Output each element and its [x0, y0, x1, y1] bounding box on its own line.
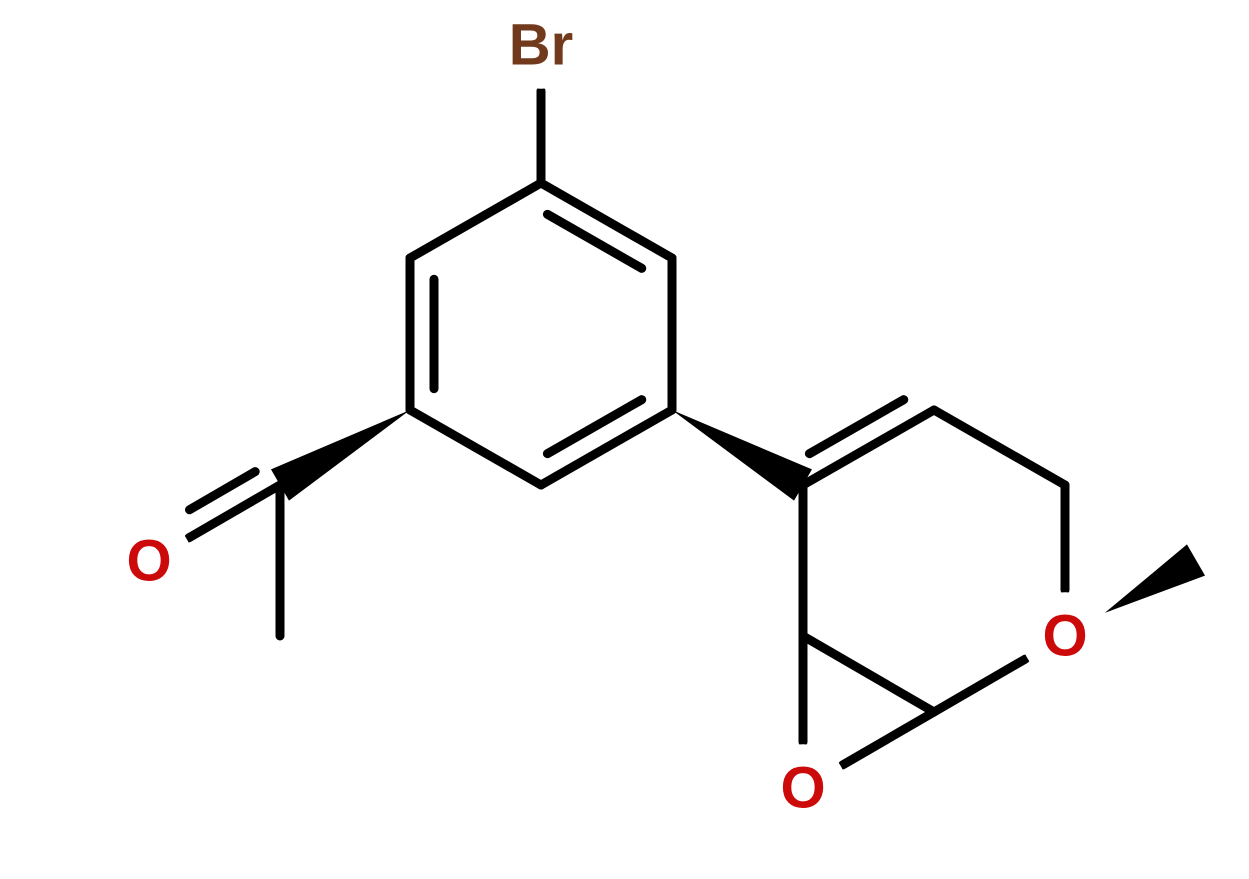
molecule-figure: Br O O O: [0, 0, 1249, 879]
bond-single: [934, 410, 1065, 485]
bond-double-inner: [809, 400, 903, 454]
bond-single: [803, 636, 934, 712]
bond-double-inner: [547, 400, 641, 454]
bond-single: [843, 712, 934, 765]
bond-single: [934, 659, 1025, 712]
bond-single: [410, 183, 541, 258]
atom-label-O: O: [780, 756, 825, 821]
bond-double-inner: [547, 214, 641, 268]
bond-wedge: [1105, 544, 1205, 612]
bond-wedge: [672, 410, 812, 501]
bond-single: [410, 410, 541, 485]
atom-label-Br: Br: [509, 13, 573, 78]
atom-label-O: O: [1042, 604, 1087, 669]
bond-double-outer: [189, 485, 280, 538]
atom-label-O: O: [126, 529, 171, 594]
bond-wedge: [271, 410, 410, 501]
